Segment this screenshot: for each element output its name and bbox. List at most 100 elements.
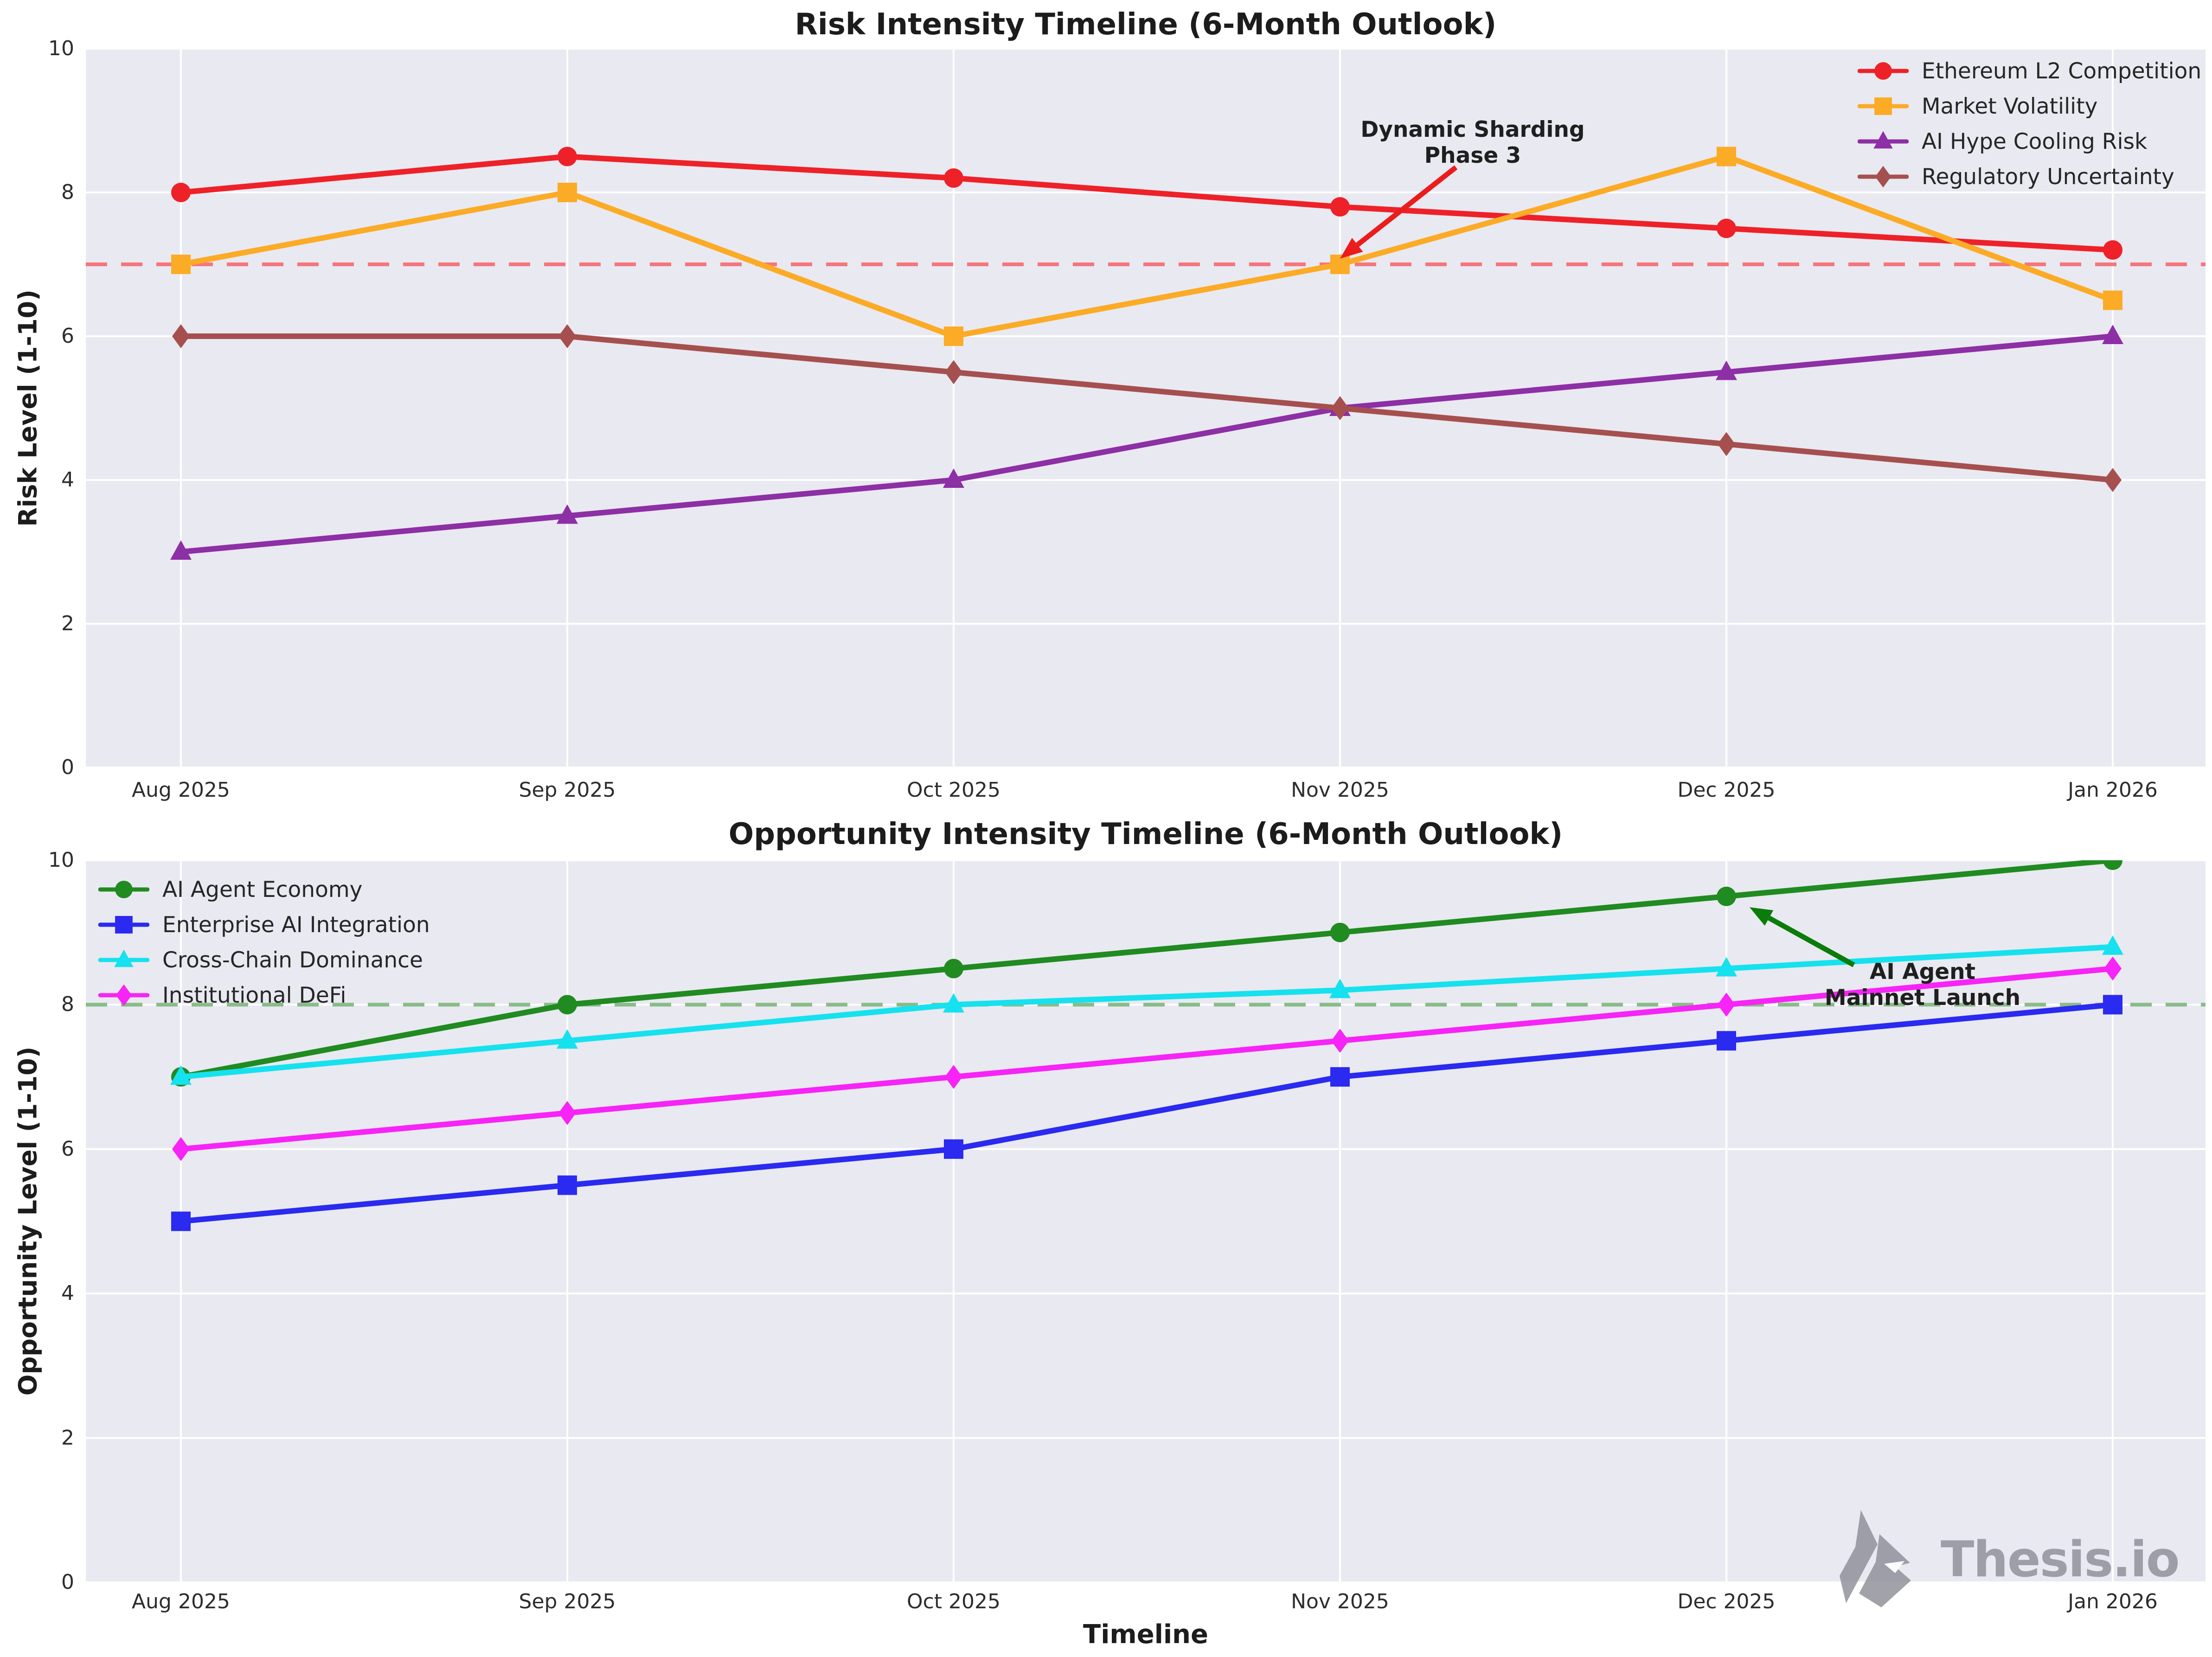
marker-diamond bbox=[558, 1100, 576, 1125]
legend-marker-diamond bbox=[1858, 166, 1909, 188]
opportunity-chart-title: Opportunity Intensity Timeline (6-Month … bbox=[728, 817, 1563, 851]
marker-square bbox=[171, 255, 191, 274]
marker-circle bbox=[1874, 62, 1892, 80]
marker-triangle bbox=[1716, 360, 1737, 380]
legend-marker-square bbox=[1858, 97, 1909, 115]
legend-item: AI Agent Economy bbox=[98, 876, 430, 902]
legend-label: Regulatory Uncertainty bbox=[1922, 164, 2174, 190]
marker-circle bbox=[944, 959, 963, 979]
marker-diamond bbox=[945, 360, 962, 384]
marker-triangle bbox=[1329, 979, 1351, 998]
marker-circle bbox=[2103, 860, 2122, 870]
legend-item: Ethereum L2 Competition bbox=[1858, 58, 2202, 84]
y-tick-label: 8 bbox=[61, 180, 74, 204]
marker-circle bbox=[2103, 240, 2122, 260]
marker-square bbox=[1717, 147, 1736, 166]
x-tick-label: Sep 2025 bbox=[519, 778, 616, 802]
marker-square bbox=[171, 1211, 191, 1231]
risk-plot-svg bbox=[86, 49, 2206, 768]
marker-square bbox=[558, 1175, 577, 1195]
x-tick-label: Dec 2025 bbox=[1677, 1590, 1776, 1613]
y-tick-label: 10 bbox=[48, 37, 74, 60]
y-tick-label: 0 bbox=[61, 1570, 74, 1594]
series-line bbox=[178, 1002, 2116, 1224]
series-line bbox=[178, 944, 2116, 1080]
legend-marker-square bbox=[98, 916, 149, 934]
legend-item: Market Volatility bbox=[1858, 93, 2201, 119]
marker-diamond bbox=[945, 1065, 962, 1089]
legend-label: Ethereum L2 Competition bbox=[1922, 58, 2202, 84]
marker-diamond bbox=[1331, 396, 1349, 420]
x-tick-label: Oct 2025 bbox=[906, 778, 1001, 802]
x-tick-label: Jan 2026 bbox=[2068, 1590, 2158, 1613]
series-line bbox=[178, 154, 2116, 253]
legend-marker-triangle bbox=[1858, 131, 1909, 149]
marker-circle bbox=[944, 168, 963, 188]
series-line bbox=[178, 966, 2116, 1152]
legend-marker-triangle bbox=[98, 949, 149, 967]
x-tick-label: Nov 2025 bbox=[1291, 1590, 1389, 1613]
marker-square bbox=[1330, 1067, 1350, 1087]
opportunity-annotation-line2: Mainnet Launch bbox=[1824, 985, 2021, 1011]
marker-diamond bbox=[172, 1137, 190, 1161]
marker-square bbox=[2103, 290, 2122, 310]
marker-circle bbox=[558, 995, 577, 1015]
risk-annotation: Dynamic Sharding Phase 3 bbox=[1320, 117, 1626, 169]
marker-diamond bbox=[2104, 468, 2122, 492]
series-line bbox=[178, 333, 2116, 483]
legend-label: Market Volatility bbox=[1922, 93, 2098, 119]
watermark-brand-text: Thesis.io bbox=[1941, 1530, 2180, 1588]
marker-triangle bbox=[170, 540, 192, 560]
x-tick-label: Jan 2026 bbox=[2068, 778, 2158, 802]
marker-diamond bbox=[1331, 1029, 1349, 1053]
marker-circle bbox=[115, 881, 133, 898]
marker-diamond bbox=[115, 984, 132, 1006]
opportunity-y-axis-label: Opportunity Level (1-10) bbox=[13, 1046, 43, 1396]
marker-triangle bbox=[943, 468, 964, 488]
marker-square bbox=[1717, 1031, 1736, 1051]
legend-label: AI Hype Cooling Risk bbox=[1922, 128, 2148, 154]
opportunity-legend: AI Agent Economy Enterprise AI Integratio… bbox=[98, 876, 430, 1019]
marker-square bbox=[1330, 255, 1350, 274]
opportunity-annotation: AI Agent Mainnet Launch bbox=[1774, 959, 2071, 1011]
marker-square bbox=[558, 183, 577, 202]
annotation-arrow-line bbox=[1356, 165, 1458, 247]
series-line bbox=[178, 860, 2116, 1080]
x-tick-label: Nov 2025 bbox=[1291, 778, 1389, 802]
annotation-arrow-head bbox=[1340, 237, 1363, 259]
marker-triangle bbox=[557, 1029, 578, 1049]
marker-diamond bbox=[2104, 956, 2122, 981]
marker-triangle bbox=[557, 504, 578, 524]
marker-circle bbox=[171, 183, 191, 202]
marker-square bbox=[944, 1139, 963, 1159]
marker-triangle bbox=[943, 993, 964, 1013]
y-tick-label: 2 bbox=[61, 612, 74, 635]
marker-diamond bbox=[1718, 992, 1735, 1017]
marker-triangle bbox=[1873, 131, 1893, 149]
y-tick-label: 4 bbox=[61, 468, 74, 492]
y-tick-label: 8 bbox=[61, 992, 74, 1017]
marker-square bbox=[2103, 995, 2122, 1015]
risk-legend: Ethereum L2 Competition Market Volatility… bbox=[1858, 58, 2202, 200]
marker-diamond bbox=[1875, 166, 1891, 188]
marker-triangle bbox=[2102, 935, 2123, 955]
legend-marker-diamond bbox=[98, 984, 149, 1006]
marker-triangle bbox=[114, 949, 134, 967]
series-line bbox=[178, 333, 2116, 555]
marker-circle bbox=[1717, 218, 1736, 238]
x-tick-label: Sep 2025 bbox=[519, 1590, 616, 1613]
legend-item: AI Hype Cooling Risk bbox=[1858, 128, 2201, 154]
risk-annotation-line2: Phase 3 bbox=[1424, 143, 1521, 168]
marker-triangle bbox=[170, 1065, 192, 1085]
y-tick-label: 6 bbox=[61, 1137, 74, 1161]
watermark: Thesis.io bbox=[1832, 1508, 2180, 1610]
legend-label: AI Agent Economy bbox=[162, 876, 363, 902]
legend-item: Institutional DeFi bbox=[98, 983, 430, 1008]
marker-circle bbox=[1717, 886, 1736, 906]
annotation-arrow-head bbox=[1749, 907, 1774, 926]
legend-marker-circle bbox=[98, 881, 149, 898]
y-tick-label: 10 bbox=[48, 848, 74, 872]
y-tick-label: 6 bbox=[61, 324, 74, 348]
marker-square bbox=[944, 326, 963, 346]
